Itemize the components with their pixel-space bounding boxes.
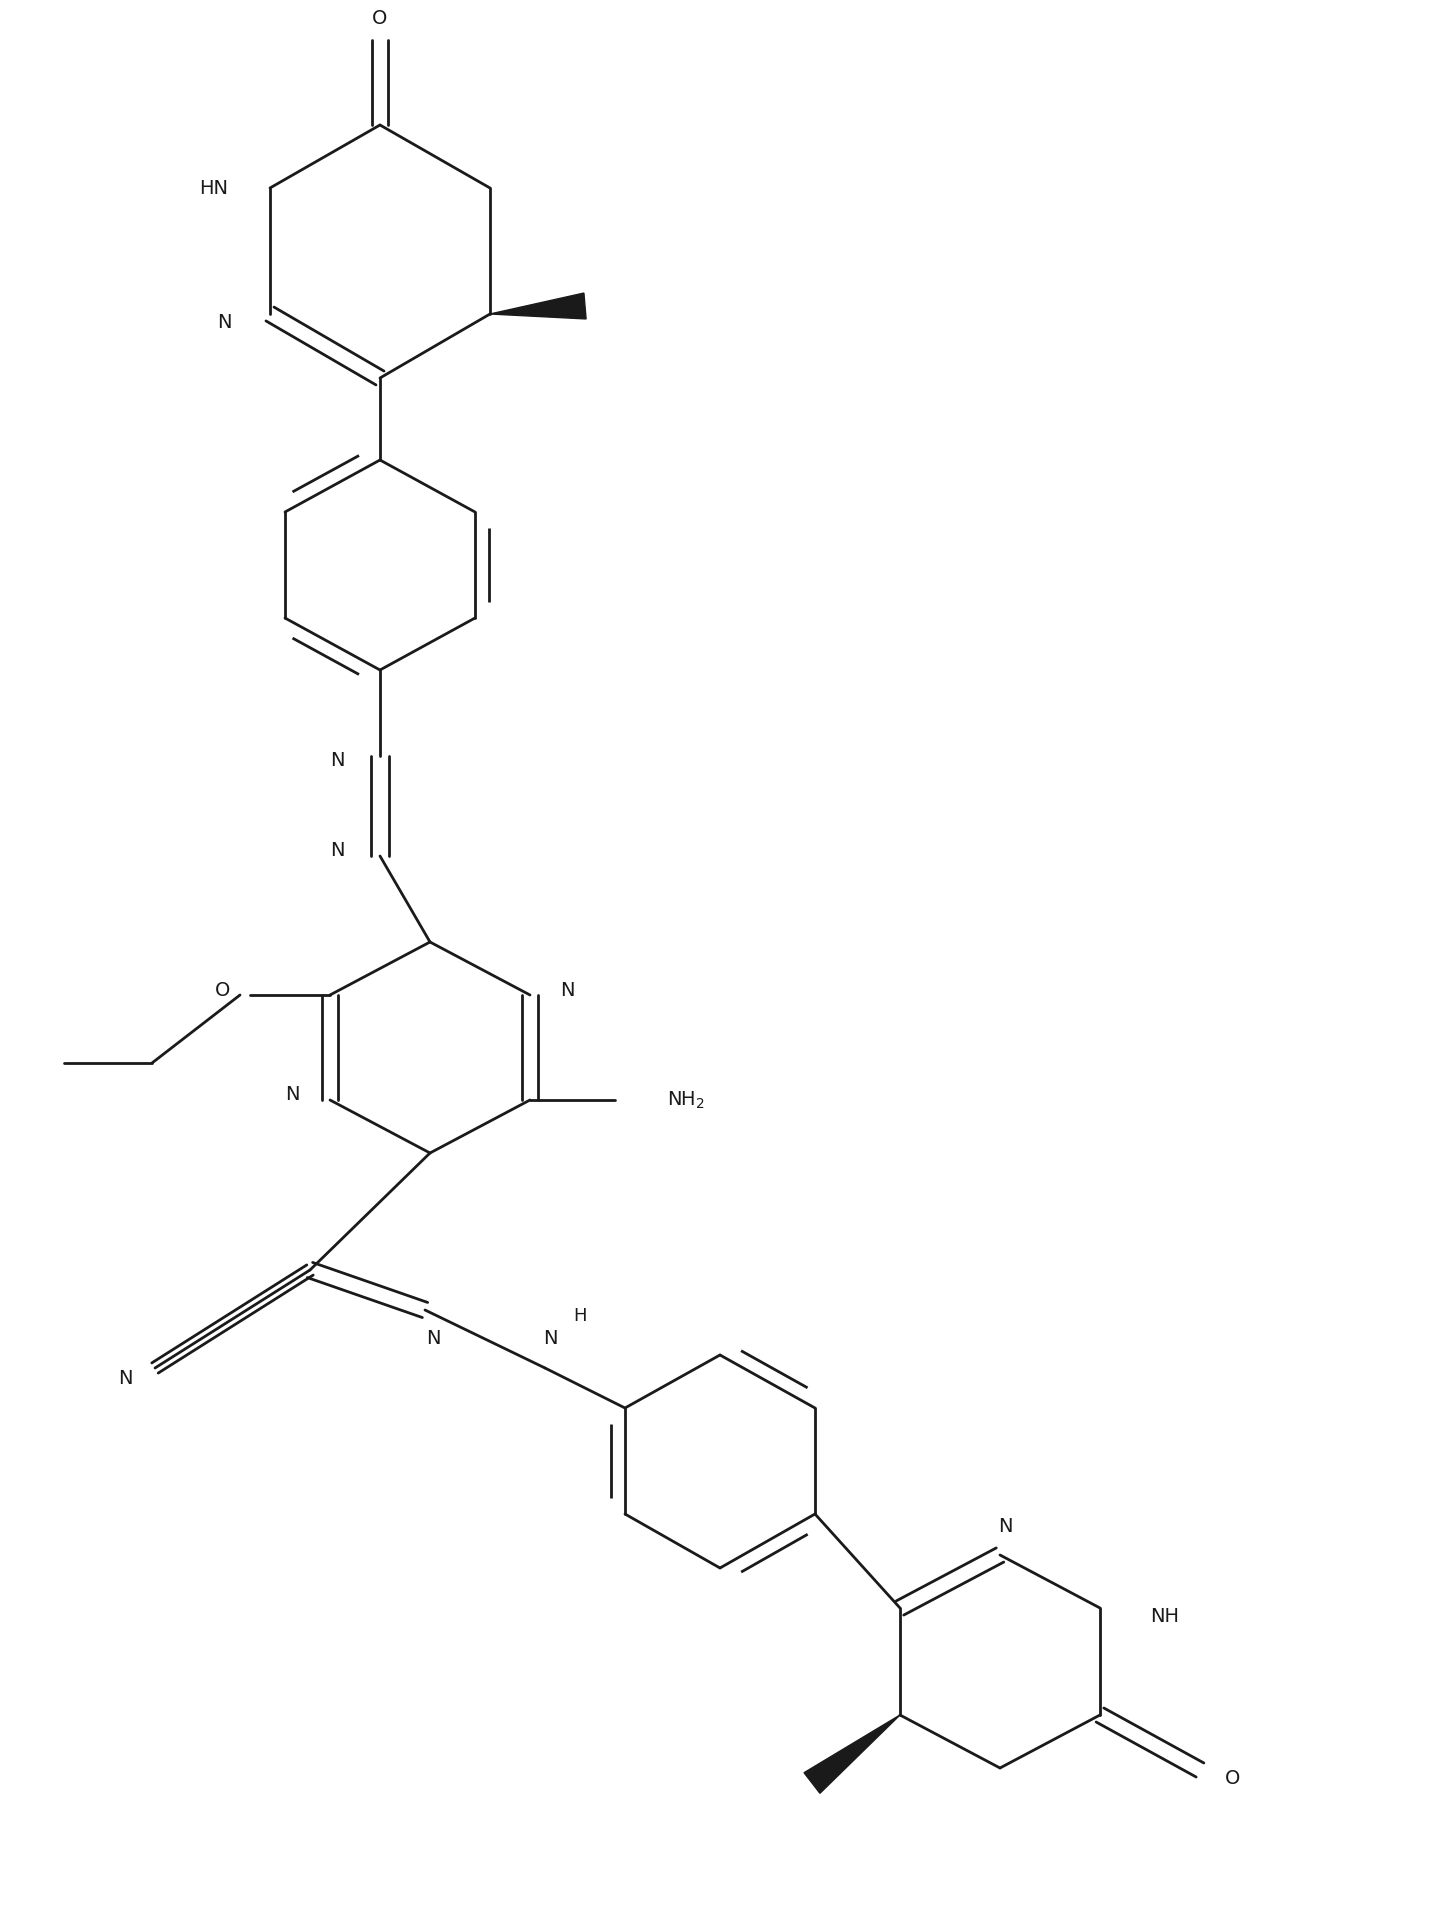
Text: N: N	[218, 312, 232, 332]
Text: O: O	[215, 981, 231, 999]
Text: N: N	[542, 1328, 557, 1348]
Text: N: N	[286, 1085, 300, 1105]
Text: NH$_2$: NH$_2$	[668, 1089, 705, 1111]
Text: N: N	[998, 1517, 1012, 1537]
Polygon shape	[805, 1716, 900, 1793]
Polygon shape	[490, 293, 585, 318]
Text: N: N	[118, 1369, 133, 1388]
Text: H: H	[574, 1307, 587, 1325]
Text: O: O	[372, 8, 388, 27]
Text: N: N	[330, 752, 345, 771]
Text: N: N	[425, 1328, 440, 1348]
Text: NH: NH	[1151, 1606, 1180, 1625]
Text: N: N	[559, 981, 574, 999]
Text: HN: HN	[199, 179, 228, 197]
Text: N: N	[330, 841, 345, 860]
Text: O: O	[1226, 1768, 1240, 1787]
